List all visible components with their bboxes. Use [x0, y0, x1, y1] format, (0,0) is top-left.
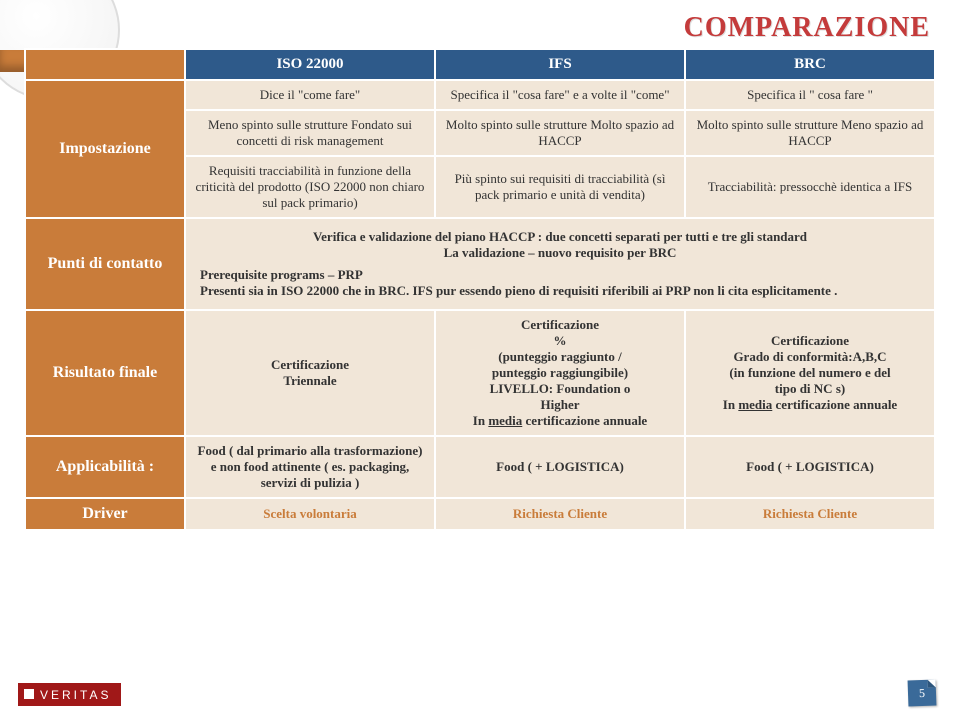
row-dice: Impostazione Dice il "come fare" Specifi…	[25, 80, 935, 110]
header-row: ISO 22000 IFS BRC	[25, 49, 935, 80]
app-iso: Food ( dal primario alla trasformazione)…	[185, 436, 435, 498]
label-risultato: Risultato finale	[25, 310, 185, 436]
imp-iso-2: Requisiti tracciabilità in funzione dell…	[185, 156, 435, 218]
row-punti: Punti di contatto Verifica e validazione…	[25, 218, 935, 310]
label-impostazione: Impostazione	[25, 80, 185, 218]
punti-line1: Verifica e validazione del piano HACCP :…	[200, 229, 920, 245]
imp-ifs-2: Più spinto sui requisiti di tracciabilit…	[435, 156, 685, 218]
punti-line2: La validazione – nuovo requisito per BRC	[200, 245, 920, 261]
row-driver: Driver Scelta volontaria Richiesta Clien…	[25, 498, 935, 530]
comparison-table: ISO 22000 IFS BRC Impostazione Dice il "…	[24, 48, 936, 531]
page-number: 5	[908, 680, 937, 707]
app-brc: Food ( + LOGISTICA)	[685, 436, 935, 498]
footer-logo: VERITAS	[18, 683, 121, 706]
punti-line4: Presenti sia in ISO 22000 che in BRC. IF…	[200, 283, 920, 299]
dice-ifs: Specifica il "cosa fare" e a volte il "c…	[435, 80, 685, 110]
dice-iso: Dice il "come fare"	[185, 80, 435, 110]
imp-brc-1: Molto spinto sulle strutture Meno spazio…	[685, 110, 935, 156]
punti-line3: Prerequisite programs – PRP	[200, 267, 920, 283]
header-brc: BRC	[685, 49, 935, 80]
ris-ifs: Certificazione%(punteggio raggiunto /pun…	[435, 310, 685, 436]
imp-brc-2: Tracciabilità: pressocchè identica a IFS	[685, 156, 935, 218]
page-title: COMPARAZIONE	[684, 12, 930, 44]
drv-iso: Scelta volontaria	[185, 498, 435, 530]
dice-brc: Specifica il " cosa fare "	[685, 80, 935, 110]
header-blank	[25, 49, 185, 80]
drv-ifs: Richiesta Cliente	[435, 498, 685, 530]
header-ifs: IFS	[435, 49, 685, 80]
ris-brc: CertificazioneGrado di conformità:A,B,C(…	[685, 310, 935, 436]
header-iso: ISO 22000	[185, 49, 435, 80]
label-applicabilita: Applicabilità :	[25, 436, 185, 498]
label-driver: Driver	[25, 498, 185, 530]
imp-iso-1: Meno spinto sulle strutture Fondato sui …	[185, 110, 435, 156]
row-risultato: Risultato finale CertificazioneTriennale…	[25, 310, 935, 436]
label-punti: Punti di contatto	[25, 218, 185, 310]
row-applicabilita: Applicabilità : Food ( dal primario alla…	[25, 436, 935, 498]
app-ifs: Food ( + LOGISTICA)	[435, 436, 685, 498]
ris-iso: CertificazioneTriennale	[185, 310, 435, 436]
punti-merged: Verifica e validazione del piano HACCP :…	[185, 218, 935, 310]
drv-brc: Richiesta Cliente	[685, 498, 935, 530]
imp-ifs-1: Molto spinto sulle strutture Molto spazi…	[435, 110, 685, 156]
